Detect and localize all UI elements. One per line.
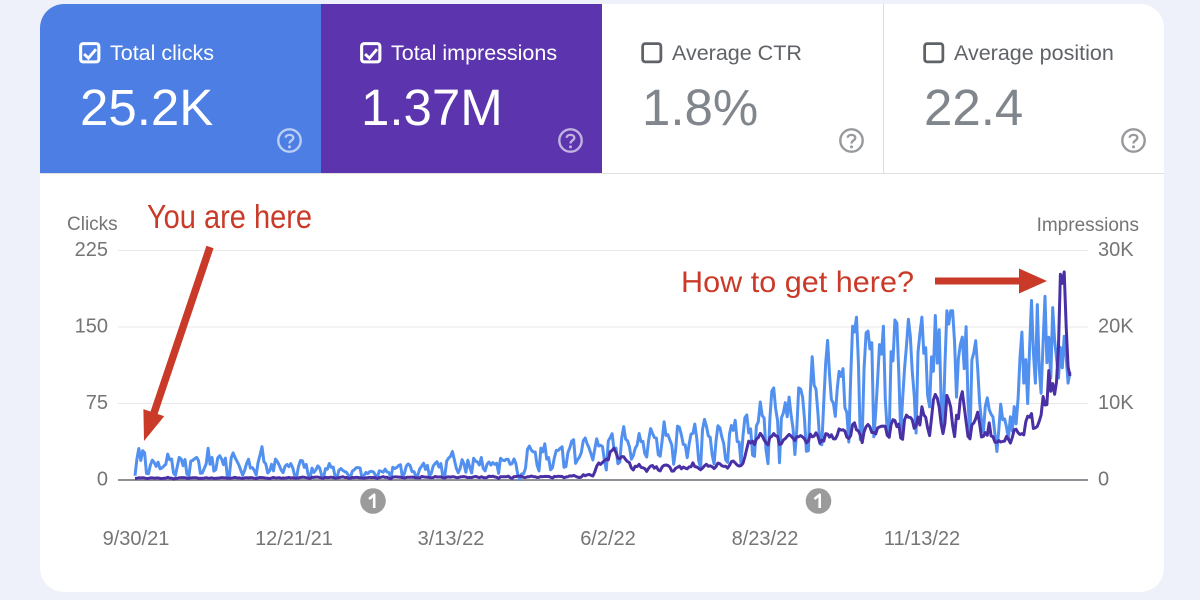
svg-text:9/30/21: 9/30/21	[103, 528, 170, 550]
svg-text:Impressions: Impressions	[1037, 215, 1139, 236]
svg-text:How to get here?: How to get here?	[681, 266, 914, 299]
svg-text:30K: 30K	[1098, 239, 1134, 261]
svg-text:75: 75	[86, 392, 108, 414]
svg-text:12/21/21: 12/21/21	[255, 528, 333, 550]
svg-text:3/13/22: 3/13/22	[418, 528, 485, 550]
svg-text:225: 225	[75, 239, 108, 261]
svg-text:150: 150	[75, 316, 108, 338]
svg-text:20K: 20K	[1098, 316, 1134, 338]
svg-text:10K: 10K	[1098, 392, 1134, 414]
svg-text:6/2/22: 6/2/22	[580, 528, 636, 550]
svg-text:0: 0	[97, 469, 108, 491]
svg-text:8/23/22: 8/23/22	[732, 528, 799, 550]
svg-text:11/13/22: 11/13/22	[884, 528, 960, 550]
svg-text:0: 0	[1098, 469, 1109, 491]
svg-text:Clicks: Clicks	[67, 214, 118, 235]
svg-text:You are here: You are here	[147, 198, 312, 235]
